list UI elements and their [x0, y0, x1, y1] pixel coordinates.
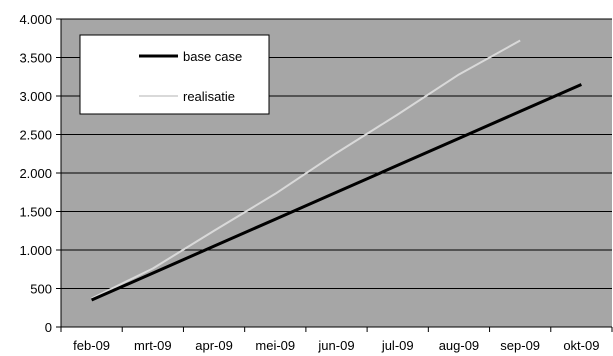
gridlines — [61, 18, 612, 289]
series-lines — [91, 39, 582, 302]
y-tick-label: 2.500 — [19, 128, 52, 143]
y-axis-ticks: 0 500 1.000 1.500 2.000 2.500 3.000 3.500 4.000 — [19, 12, 61, 335]
x-axis-ticks: feb-09 mrt-09 apr-09 mei-09 jun-09 jul-09 aug-… — [60, 327, 613, 353]
x-tick-label: jul-09 — [381, 338, 414, 353]
x-tick-label: sep-09 — [500, 338, 540, 353]
x-tick-label: aug-09 — [439, 338, 479, 353]
x-tick-label: jun-09 — [317, 338, 354, 353]
x-tick-label: mrt-09 — [134, 338, 172, 353]
legend-box — [79, 34, 270, 115]
x-tick-label: mei-09 — [255, 338, 295, 353]
y-tick-label: 0 — [45, 320, 52, 335]
x-tick-label: feb-09 — [73, 338, 110, 353]
series-line-base-case — [91, 83, 582, 302]
legend: base case realisatie — [79, 34, 270, 115]
y-tick-label: 500 — [30, 282, 52, 297]
y-tick-label: 3.500 — [19, 51, 52, 66]
legend-label-realisatie: realisatie — [183, 89, 235, 104]
y-tick-label: 1.500 — [19, 205, 52, 220]
legend-label-base-case: base case — [183, 49, 242, 64]
y-tick-label: 1.000 — [19, 243, 52, 258]
y-tick-label: 2.000 — [19, 166, 52, 181]
y-tick-label: 4.000 — [19, 12, 52, 27]
x-tick-label: okt-09 — [563, 338, 599, 353]
y-tick-label: 3.000 — [19, 89, 52, 104]
series-line-realisatie — [91, 39, 521, 300]
x-tick-label: apr-09 — [195, 338, 233, 353]
